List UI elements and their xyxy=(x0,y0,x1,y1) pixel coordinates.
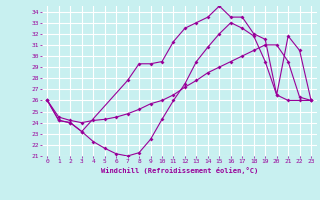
X-axis label: Windchill (Refroidissement éolien,°C): Windchill (Refroidissement éolien,°C) xyxy=(100,167,258,174)
